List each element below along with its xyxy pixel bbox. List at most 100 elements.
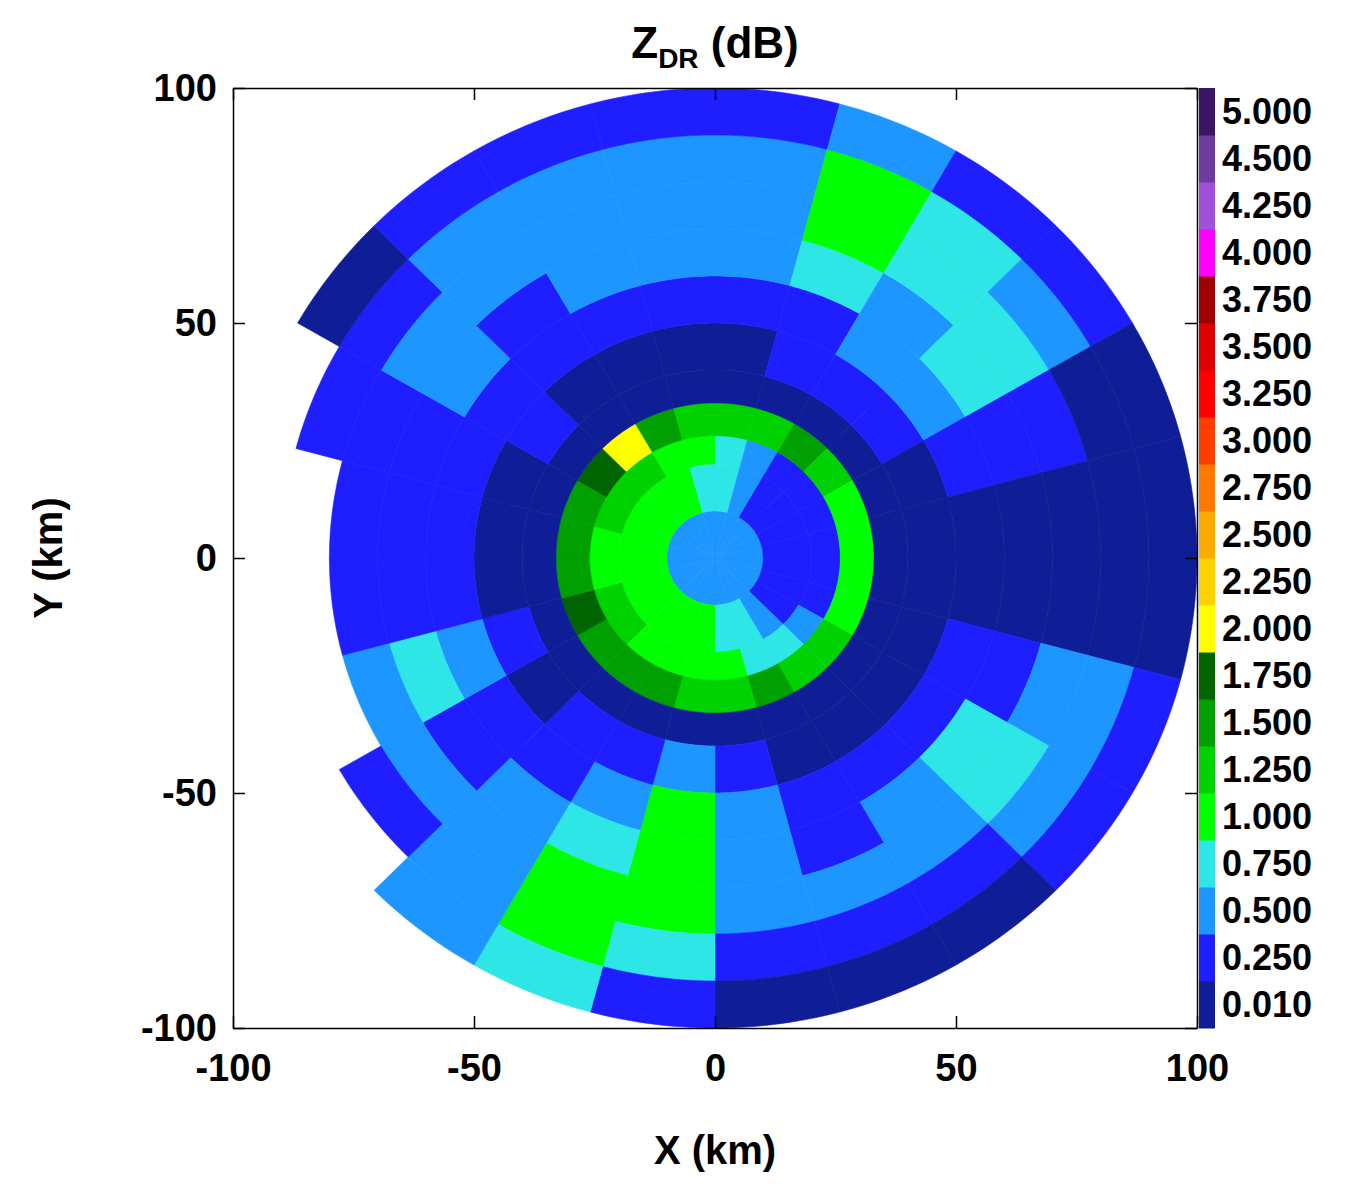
cell [703,511,715,558]
cell [715,785,790,840]
cell [901,497,956,558]
tick: -50 [162,772,245,814]
tick [715,88,716,100]
colorbar-label: 4.250 [1222,185,1312,226]
colorbar-segment [1199,840,1215,888]
colorbar-label: 2.500 [1222,514,1312,555]
tick-mark [233,793,245,795]
cell [298,226,409,347]
cell [522,509,561,558]
cell [994,473,1052,558]
tick [474,88,475,100]
colorbar-segment [1199,511,1215,559]
colorbar-label: 2.750 [1222,467,1312,508]
colorbar-segment [1199,887,1215,935]
cell [522,558,561,607]
cell [426,558,482,631]
chart-container: -100-50050100-100-500501000.0100.2500.50… [0,0,1364,1189]
tick-label: -100 [195,1047,271,1089]
cell [628,830,715,887]
tick-label: -50 [162,772,217,814]
tick [1185,1028,1197,1029]
tick-mark [1185,558,1197,560]
tick-mark [715,1016,717,1028]
tick: 0 [705,1016,726,1089]
cell [329,558,389,655]
tick-label: 0 [705,1047,726,1089]
cell [590,558,622,590]
cell [948,485,1004,558]
colorbar-label: 3.250 [1222,373,1312,414]
cell [329,461,389,558]
cell [374,151,498,259]
colorbar-segment [1199,323,1215,371]
tick [1185,793,1197,794]
axis: -100-50050100 [141,67,245,1049]
chart-svg: -100-50050100-100-500501000.0100.2500.50… [0,0,1364,1189]
cell [474,104,603,192]
colorbar-label: 0.250 [1222,937,1312,978]
tick-mark [1185,1028,1197,1030]
tick: -100 [141,1007,245,1049]
cell [1022,226,1133,347]
tick-mark [1185,323,1197,325]
tick [1185,323,1197,324]
colorbar-segment [1199,793,1215,841]
colorbar-label: 2.250 [1222,561,1312,602]
colorbar-segment [1199,229,1215,277]
colorbar-segment [1199,88,1215,136]
colorbar-label: 0.500 [1222,890,1312,931]
x-axis-title: X (km) [654,1128,776,1172]
tick [956,88,957,100]
cell [619,558,669,582]
cell [378,473,436,558]
colorbar-label: 5.000 [1222,91,1312,132]
colorbar-segment [1199,182,1215,230]
cell [474,558,529,619]
colorbar-segment [1199,417,1215,465]
cell [339,746,442,857]
cell [869,558,908,607]
tick: 50 [935,1016,977,1089]
cell [715,88,840,149]
tick-mark [233,558,245,560]
cell [1091,667,1181,793]
cell [683,436,715,467]
colorbar-label: 1.250 [1222,749,1312,790]
cell [628,229,715,286]
colorbar-label: 3.750 [1222,279,1312,320]
cell [474,924,603,1012]
cell [296,347,381,461]
cell [690,464,715,513]
colorbar: 0.0100.2500.5000.7501.0001.2501.5001.750… [1199,88,1312,1029]
colorbar-label: 4.500 [1222,138,1312,179]
cell [808,526,840,558]
cell [715,967,840,1028]
cell [590,88,715,149]
tick-label: 50 [935,1047,977,1089]
tick-mark [233,88,245,90]
tick-mark [1185,793,1197,795]
colorbar-segment [1199,276,1215,324]
cell [1091,323,1181,449]
cell [665,708,715,746]
cell [715,546,763,558]
cell [1134,436,1197,558]
colorbar-segment [1199,699,1215,747]
title: ZDR (dB) [631,18,799,74]
colorbar-label: 3.500 [1222,326,1312,367]
cell [674,403,715,440]
tick-mark [233,323,245,325]
colorbar-label: 1.750 [1222,655,1312,696]
tick-mark [715,88,717,100]
colorbar-segment [1199,981,1215,1029]
colorbar-label: 4.000 [1222,232,1312,273]
cell [836,518,874,558]
tick-label: 0 [196,537,217,579]
cell [932,151,1056,259]
colorbar-segment [1199,464,1215,512]
tick-mark [956,88,958,100]
cell [667,558,715,570]
tick-label: 100 [1166,1047,1229,1089]
tick-label: 100 [154,67,217,109]
